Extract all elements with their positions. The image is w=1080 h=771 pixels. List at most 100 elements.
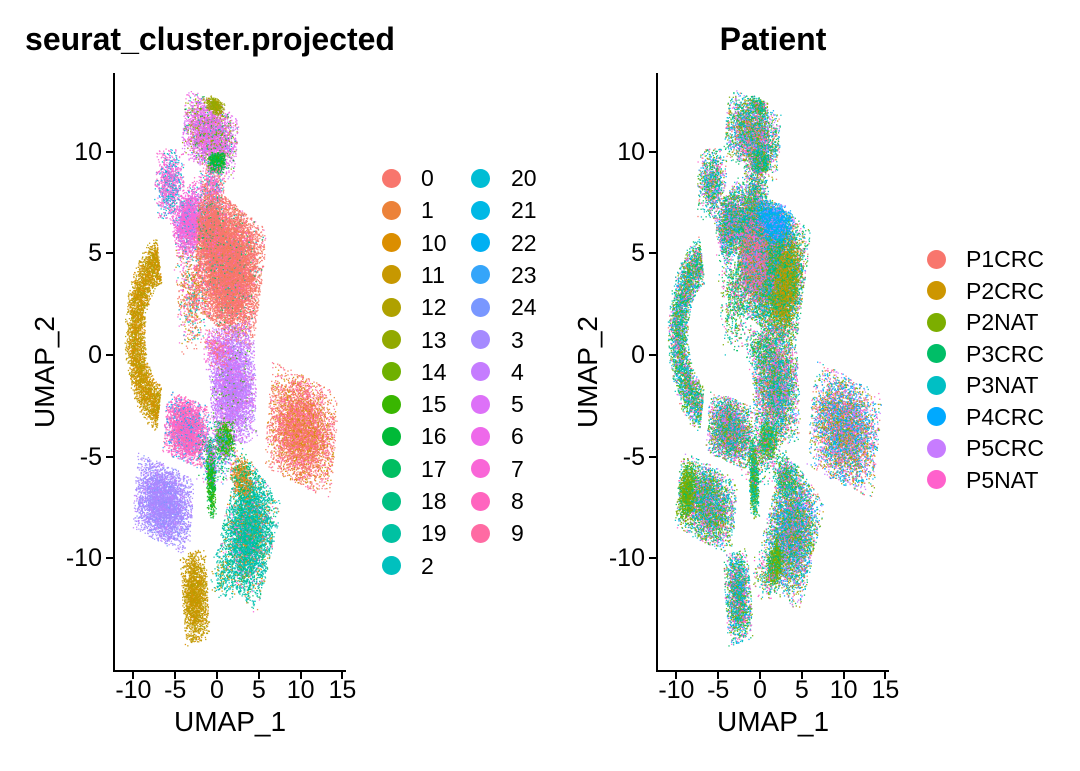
x-tick-label: -5 xyxy=(707,676,730,704)
y-tick-label: -5 xyxy=(622,442,645,471)
x-tick-label: 10 xyxy=(286,676,315,704)
legend-swatch xyxy=(470,200,490,220)
legend-label: 22 xyxy=(511,229,537,256)
legend-swatch xyxy=(381,233,401,253)
x-tick-label: -5 xyxy=(164,676,187,704)
legend-swatch xyxy=(926,375,946,395)
x-tick-label: 15 xyxy=(328,676,357,704)
y-tick-mark xyxy=(649,354,656,356)
legend-swatch xyxy=(470,233,490,253)
legend-label: 18 xyxy=(421,488,447,514)
legend-label: 21 xyxy=(511,197,537,224)
x-tick-mark xyxy=(341,672,344,679)
legend-label: 0 xyxy=(421,165,434,191)
x-axis-line xyxy=(656,670,889,672)
y-tick-label: 10 xyxy=(617,137,645,166)
legend-label: 1 xyxy=(421,197,434,224)
legend-swatch xyxy=(381,459,401,479)
legend-swatch xyxy=(470,459,490,479)
legend-label: 4 xyxy=(511,358,524,385)
legend-swatch xyxy=(926,407,946,426)
legend-label: P5NAT xyxy=(966,466,1039,493)
x-tick-label: -10 xyxy=(658,676,695,704)
x-tick-mark xyxy=(257,672,260,679)
legend-label: P3NAT xyxy=(966,372,1039,398)
legend-label: 19 xyxy=(421,520,447,547)
legend-label: 9 xyxy=(511,520,524,547)
legend-swatch xyxy=(381,200,401,220)
legend-label: 24 xyxy=(511,294,537,321)
legend-swatch xyxy=(470,394,490,414)
legend-swatch xyxy=(381,491,401,511)
legend-swatch xyxy=(470,362,490,382)
y-tick-mark xyxy=(106,557,113,560)
y-tick-mark xyxy=(649,252,656,255)
legend-label: 16 xyxy=(421,423,447,450)
legend-swatch xyxy=(926,249,946,269)
legend-label: 23 xyxy=(511,261,537,288)
x-tick-label: 0 xyxy=(753,676,767,704)
x-tick-label: 10 xyxy=(829,676,858,704)
x-tick-mark xyxy=(174,672,177,679)
x-tick-label: -10 xyxy=(115,676,152,704)
x-tick-mark xyxy=(842,672,845,679)
y-axis-line xyxy=(113,73,115,672)
y-tick-label: 0 xyxy=(88,341,102,369)
legend-swatch xyxy=(926,344,946,363)
x-axis-title: UMAP_1 xyxy=(173,706,287,737)
legend-swatch xyxy=(470,265,490,285)
legend-swatch xyxy=(381,556,401,576)
legend-swatch xyxy=(926,312,946,332)
y-axis-title: UMAP_2 xyxy=(29,315,60,429)
x-tick-mark xyxy=(717,672,720,679)
legend-label: P2CRC xyxy=(966,277,1044,304)
legend-label: P4CRC xyxy=(966,403,1044,430)
y-tick-mark xyxy=(649,150,656,153)
legend-label: 6 xyxy=(511,423,524,450)
y-tick-mark xyxy=(106,354,113,356)
legend-swatch xyxy=(926,470,946,489)
y-axis-line xyxy=(656,73,658,672)
x-axis-title: UMAP_1 xyxy=(716,706,830,737)
legend-swatch xyxy=(381,168,401,188)
y-tick-label: 10 xyxy=(74,137,102,166)
y-tick-label: 5 xyxy=(631,239,645,268)
x-tick-mark xyxy=(800,672,803,679)
panel-title-clusters: seurat_cluster.projected xyxy=(25,21,395,57)
legend-swatch xyxy=(470,523,490,543)
x-tick-mark xyxy=(299,672,302,679)
y-tick-label: -10 xyxy=(608,544,645,573)
legend-label: P1CRC xyxy=(966,246,1044,272)
legend-label: 10 xyxy=(421,229,447,256)
legend-swatch xyxy=(381,394,401,414)
x-tick-label: 5 xyxy=(251,676,266,704)
x-axis-line xyxy=(113,670,346,672)
legend-label: 3 xyxy=(511,326,524,353)
legend-label: P2NAT xyxy=(966,309,1039,335)
legend-swatch xyxy=(381,426,401,446)
x-tick-label: 0 xyxy=(210,676,224,704)
legend-swatch xyxy=(381,330,401,349)
umap-scatter-patient xyxy=(658,73,888,670)
legend-label: 5 xyxy=(511,391,524,418)
y-tick-label: 5 xyxy=(88,239,102,268)
legend-swatch xyxy=(470,426,490,446)
panel-title-patient: Patient xyxy=(719,21,827,57)
legend-label: 7 xyxy=(511,455,524,482)
legend-label: 12 xyxy=(421,294,447,321)
legend-swatch xyxy=(381,523,401,543)
x-tick-mark xyxy=(216,672,218,679)
y-axis-title: UMAP_2 xyxy=(572,315,603,429)
legend-label: 11 xyxy=(421,261,445,288)
y-tick-mark xyxy=(106,252,113,255)
legend-label: 2 xyxy=(421,552,434,579)
legend-label: P3CRC xyxy=(966,340,1044,367)
legend-label: 8 xyxy=(511,488,524,514)
x-tick-mark xyxy=(759,672,761,679)
legend-label: P5CRC xyxy=(966,435,1044,461)
y-tick-mark xyxy=(649,557,656,560)
legend-swatch xyxy=(470,297,490,317)
x-tick-mark xyxy=(132,672,135,679)
y-tick-mark xyxy=(649,455,656,458)
